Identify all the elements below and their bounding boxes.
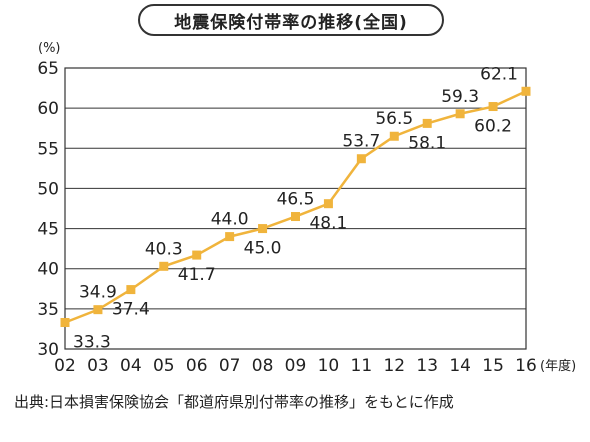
x-tick-label: 16: [515, 356, 537, 376]
data-label: 37.4: [112, 300, 150, 320]
y-tick-label: 30: [37, 340, 59, 360]
data-point: [389, 131, 399, 141]
data-point: [291, 212, 300, 222]
y-tick-label: 55: [37, 139, 59, 159]
data-point: [93, 305, 103, 315]
x-tick-label: 07: [219, 356, 241, 376]
data-point: [60, 318, 70, 328]
data-point: [159, 261, 169, 271]
data-point: [323, 199, 333, 209]
data-label: 48.1: [309, 214, 347, 234]
y-tick-labels: 30 35 40 45 50 55 60 65: [37, 59, 59, 360]
data-point: [192, 250, 202, 260]
data-label: 45.0: [244, 239, 282, 259]
data-label: 56.5: [375, 109, 413, 129]
data-labels: 33.3 34.937.4 40.3 41.7 44.0 45.0 46.5 48.1 53.7…: [73, 64, 518, 352]
x-axis-label: (年度): [540, 358, 576, 374]
x-tick-label: 14: [449, 356, 471, 376]
data-label: 40.3: [145, 239, 183, 259]
data-label: 58.1: [408, 133, 446, 153]
data-label: 62.1: [480, 64, 518, 84]
x-tick-label: 03: [87, 356, 109, 376]
data-point: [225, 232, 235, 242]
x-tick-label: 13: [416, 356, 438, 376]
line-chart: 30 35 40 45 50 55 60 65 02 03 04 05 06 07 08 09 10 11 12 1…: [37, 41, 576, 376]
y-tick-label: 50: [37, 179, 59, 199]
plot-frame: [64, 67, 527, 350]
data-point: [356, 154, 366, 164]
y-axis-label: (%): [38, 41, 61, 56]
data-label: 44.0: [211, 210, 249, 230]
y-tick-label: 45: [37, 220, 59, 240]
x-tick-label: 15: [482, 356, 504, 376]
data-point: [258, 224, 268, 234]
data-label: 53.7: [342, 132, 380, 152]
x-tick-label: 08: [252, 356, 274, 376]
data-point: [126, 285, 136, 295]
data-label: 60.2: [474, 117, 512, 137]
data-label: 46.5: [277, 190, 315, 210]
x-tick-label: 04: [120, 356, 142, 376]
x-tick-label: 11: [351, 356, 373, 376]
data-label: 41.7: [178, 265, 216, 285]
x-tick-label: 06: [186, 356, 208, 376]
x-tick-label: 09: [285, 356, 307, 376]
y-tick-label: 60: [37, 99, 59, 119]
chart-title: 地震保険付帯率の推移(全国): [138, 4, 444, 36]
data-point: [488, 102, 498, 112]
data-markers: [60, 86, 531, 328]
x-tick-labels: 02 03 04 05 06 07 08 09 10 11 12 13 14 15 16: [54, 356, 537, 376]
data-label: 33.3: [73, 333, 111, 353]
x-tick-label: 05: [153, 356, 175, 376]
x-tick-label: 12: [383, 356, 405, 376]
y-tick-label: 40: [37, 260, 59, 280]
data-point: [455, 109, 465, 119]
x-tick-label: 02: [54, 356, 76, 376]
x-tick-label: 10: [318, 356, 340, 376]
source-note: 出典:日本損害保険協会「都道府県別付帯率の推移」をもとに作成: [14, 393, 454, 411]
data-label: 59.3: [441, 87, 479, 107]
data-point: [422, 118, 432, 128]
data-label: 34.9: [79, 283, 117, 303]
data-point: [521, 86, 531, 96]
y-tick-label: 65: [37, 59, 59, 79]
y-tick-label: 35: [37, 300, 59, 320]
